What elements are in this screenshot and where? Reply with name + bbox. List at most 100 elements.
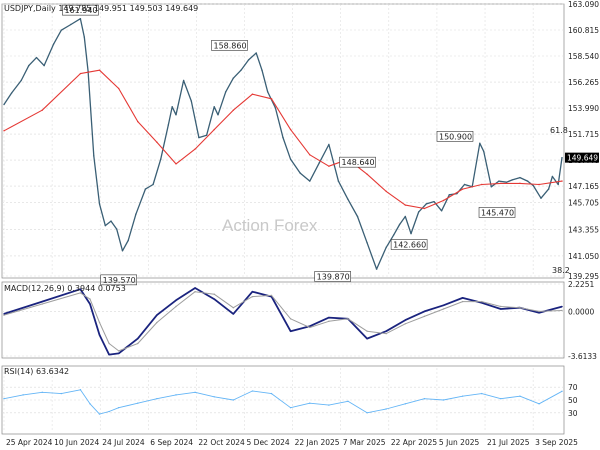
data-point — [175, 394, 177, 396]
data-point — [500, 305, 502, 308]
data-point — [89, 298, 91, 300]
x-tick-label: 3 Sep 2025 — [535, 438, 578, 447]
x-tick-label: 22 Jan 2025 — [295, 438, 340, 447]
data-point — [41, 109, 43, 111]
data-point — [404, 215, 407, 218]
data-point — [385, 190, 387, 193]
data-point — [251, 93, 254, 95]
data-point — [481, 392, 483, 395]
data-point — [500, 398, 502, 400]
data-point — [385, 246, 387, 249]
data-point — [79, 292, 82, 294]
data-point — [500, 308, 502, 310]
data-point — [289, 318, 292, 320]
data-point — [423, 310, 426, 313]
panel-frame — [1, 281, 565, 359]
macd-header: MACD(12,26,9) 0.3944 0.0753 — [4, 284, 126, 293]
data-point — [440, 210, 443, 212]
price-annotation-box — [436, 131, 474, 142]
data-point — [366, 173, 368, 175]
data-point — [255, 52, 257, 54]
data-point — [22, 394, 24, 396]
current-price-tag — [565, 152, 599, 163]
data-point — [366, 330, 368, 332]
data-point — [240, 69, 242, 71]
data-point — [104, 224, 106, 227]
y-tick-label: 153.990 — [568, 104, 599, 113]
data-point — [3, 103, 5, 106]
data-point — [393, 234, 395, 236]
price-annotation-box — [478, 207, 516, 218]
data-point — [156, 141, 158, 143]
data-point — [309, 326, 311, 329]
data-point — [175, 299, 177, 302]
data-point — [205, 134, 208, 137]
data-point — [35, 56, 38, 59]
watermark: Action Forex — [222, 216, 318, 235]
data-point — [251, 295, 254, 298]
data-point — [385, 332, 387, 335]
data-point — [98, 321, 101, 324]
data-point — [175, 163, 177, 165]
data-point — [425, 203, 428, 205]
fibo-label: 38.2 — [552, 266, 570, 275]
data-point — [116, 228, 118, 230]
x-tick-label: 25 Apr 2024 — [6, 438, 53, 447]
data-point — [79, 72, 82, 75]
data-point — [433, 200, 435, 203]
data-point — [232, 109, 235, 111]
price-annotation-box — [62, 4, 99, 16]
x-tick-label: 24 Jul 2024 — [102, 438, 145, 447]
data-point — [309, 325, 311, 327]
data-point — [561, 156, 563, 159]
data-point — [289, 406, 292, 409]
data-point — [347, 318, 349, 320]
y-tick-label: 30 — [568, 409, 578, 418]
data-point — [20, 79, 22, 82]
data-point — [60, 29, 63, 31]
data-point — [328, 143, 330, 146]
data-point — [551, 175, 554, 178]
data-point — [251, 291, 254, 293]
price-annotation-label: 150.900 — [439, 132, 472, 141]
data-point — [213, 128, 215, 131]
y-tick-label: 160.815 — [568, 26, 599, 35]
data-point — [561, 180, 563, 182]
data-point — [60, 392, 63, 395]
data-point — [137, 402, 139, 404]
current-price-label: 149.649 — [567, 154, 598, 163]
data-point — [224, 91, 227, 93]
data-point — [417, 211, 420, 213]
price-annotation-box — [390, 239, 428, 250]
y-tick-label: 143.355 — [568, 226, 599, 235]
data-point — [481, 302, 483, 304]
data-point — [289, 330, 292, 332]
price-annotation-label: 158.860 — [213, 41, 246, 50]
data-point — [43, 64, 45, 67]
data-point — [356, 215, 359, 218]
series-signal — [3, 291, 563, 352]
data-point — [213, 298, 215, 300]
fibo-label: 61.8 — [550, 126, 568, 135]
data-point — [404, 323, 407, 325]
y-tick-label: 50 — [568, 396, 578, 405]
data-point — [490, 186, 492, 188]
data-point — [108, 353, 110, 356]
data-point — [156, 321, 158, 324]
data-point — [347, 400, 349, 402]
data-point — [267, 91, 269, 93]
data-point — [213, 106, 215, 108]
rsi-header: RSI(14) 63.6342 — [4, 367, 69, 376]
data-point — [500, 182, 502, 185]
x-tick-label: 10 Jun 2024 — [54, 438, 99, 447]
data-point — [70, 23, 72, 26]
data-point — [461, 395, 464, 397]
data-point — [190, 100, 192, 102]
y-tick-label: 145.705 — [568, 199, 599, 208]
data-point — [83, 36, 85, 38]
price-annotation-label: 145.470 — [481, 208, 514, 217]
data-point — [479, 142, 481, 145]
y-tick-label: 163.090 — [568, 0, 599, 9]
y-tick-label: 151.715 — [568, 130, 599, 139]
